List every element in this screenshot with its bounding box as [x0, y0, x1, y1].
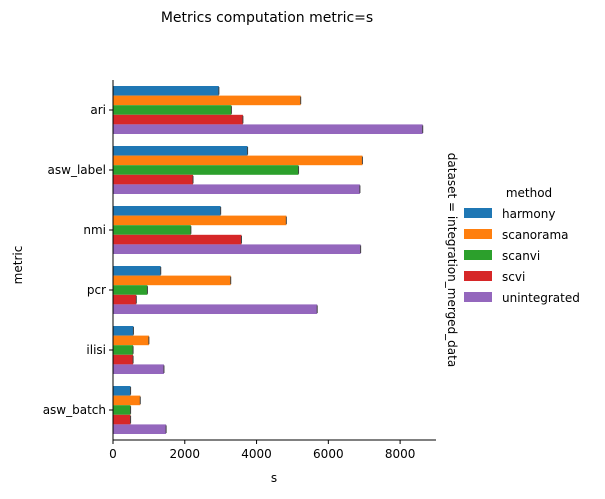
bar-harmony-ilisi [113, 326, 134, 336]
x-tick-label: 6000 [313, 447, 344, 461]
bar-scanvi-nmi [113, 225, 191, 235]
bar-scanorama-ilisi [113, 335, 149, 346]
x-tick-label: 2000 [170, 447, 201, 461]
y-tick-label: ari [90, 103, 106, 117]
legend-label-harmony: harmony [502, 207, 555, 221]
x-tick-label: 8000 [385, 447, 416, 461]
bar-scanvi-ilisi [113, 345, 134, 355]
bar-scvi-asw_label [113, 174, 194, 185]
bar-harmony-nmi [113, 206, 221, 216]
bar-scanorama-nmi [113, 215, 287, 226]
bar-scanvi-asw_label [113, 165, 299, 175]
y-tick-label: pcr [87, 283, 106, 297]
bar-scanvi-ari [113, 105, 232, 115]
legend: method harmony scanorama scanvi scvi uninteg… [464, 186, 580, 305]
y-axis-label: metric [11, 246, 25, 285]
legend-label-unintegrated: unintegrated [502, 291, 580, 305]
bar-scvi-ari [113, 114, 243, 125]
legend-label-scvi: scvi [502, 270, 525, 284]
x-tick-label: 0 [109, 447, 117, 461]
legend-items: harmony scanorama scanvi scvi unintegrated [464, 207, 580, 305]
legend-swatch-unintegrated [464, 292, 492, 302]
bars-layer [113, 86, 424, 434]
legend-title: method [506, 186, 552, 200]
chart-title: Metrics computation metric=s [161, 10, 373, 26]
bar-unintegrated-pcr [113, 304, 318, 314]
bar-harmony-pcr [113, 266, 161, 276]
x-axis-label: s [271, 471, 277, 485]
bar-scanorama-asw_batch [113, 395, 141, 406]
bar-unintegrated-nmi [113, 244, 361, 254]
legend-label-scanorama: scanorama [502, 228, 568, 242]
legend-swatch-scanvi [464, 250, 492, 260]
bar-scvi-nmi [113, 234, 242, 245]
y-tick-label: asw_label [48, 163, 106, 177]
bar-scanvi-asw_batch [113, 405, 131, 415]
y-tick-label: nmi [83, 223, 106, 237]
bar-unintegrated-ilisi [113, 364, 164, 374]
bar-unintegrated-asw_label [113, 184, 360, 194]
legend-label-scanvi: scanvi [502, 249, 540, 263]
x-tick-label: 4000 [241, 447, 272, 461]
legend-swatch-scvi [464, 271, 492, 281]
bar-harmony-asw_batch [113, 386, 131, 396]
bar-scanvi-pcr [113, 285, 148, 295]
bar-scvi-pcr [113, 294, 137, 305]
y-tick-label: asw_batch [43, 403, 106, 417]
legend-swatch-scanorama [464, 229, 492, 239]
bar-unintegrated-ari [113, 124, 423, 134]
bar-scanorama-ari [113, 95, 301, 106]
bar-unintegrated-asw_batch [113, 424, 167, 434]
facet-label: dataset = integration_merged_data [445, 153, 459, 367]
bar-scvi-ilisi [113, 354, 134, 365]
y-tick-label: ilisi [86, 343, 106, 357]
bar-harmony-asw_label [113, 146, 248, 156]
bar-scanorama-asw_label [113, 155, 363, 166]
legend-swatch-harmony [464, 208, 492, 218]
bar-scvi-asw_batch [113, 414, 131, 425]
bar-scanorama-pcr [113, 275, 231, 286]
bar-harmony-ari [113, 86, 219, 96]
